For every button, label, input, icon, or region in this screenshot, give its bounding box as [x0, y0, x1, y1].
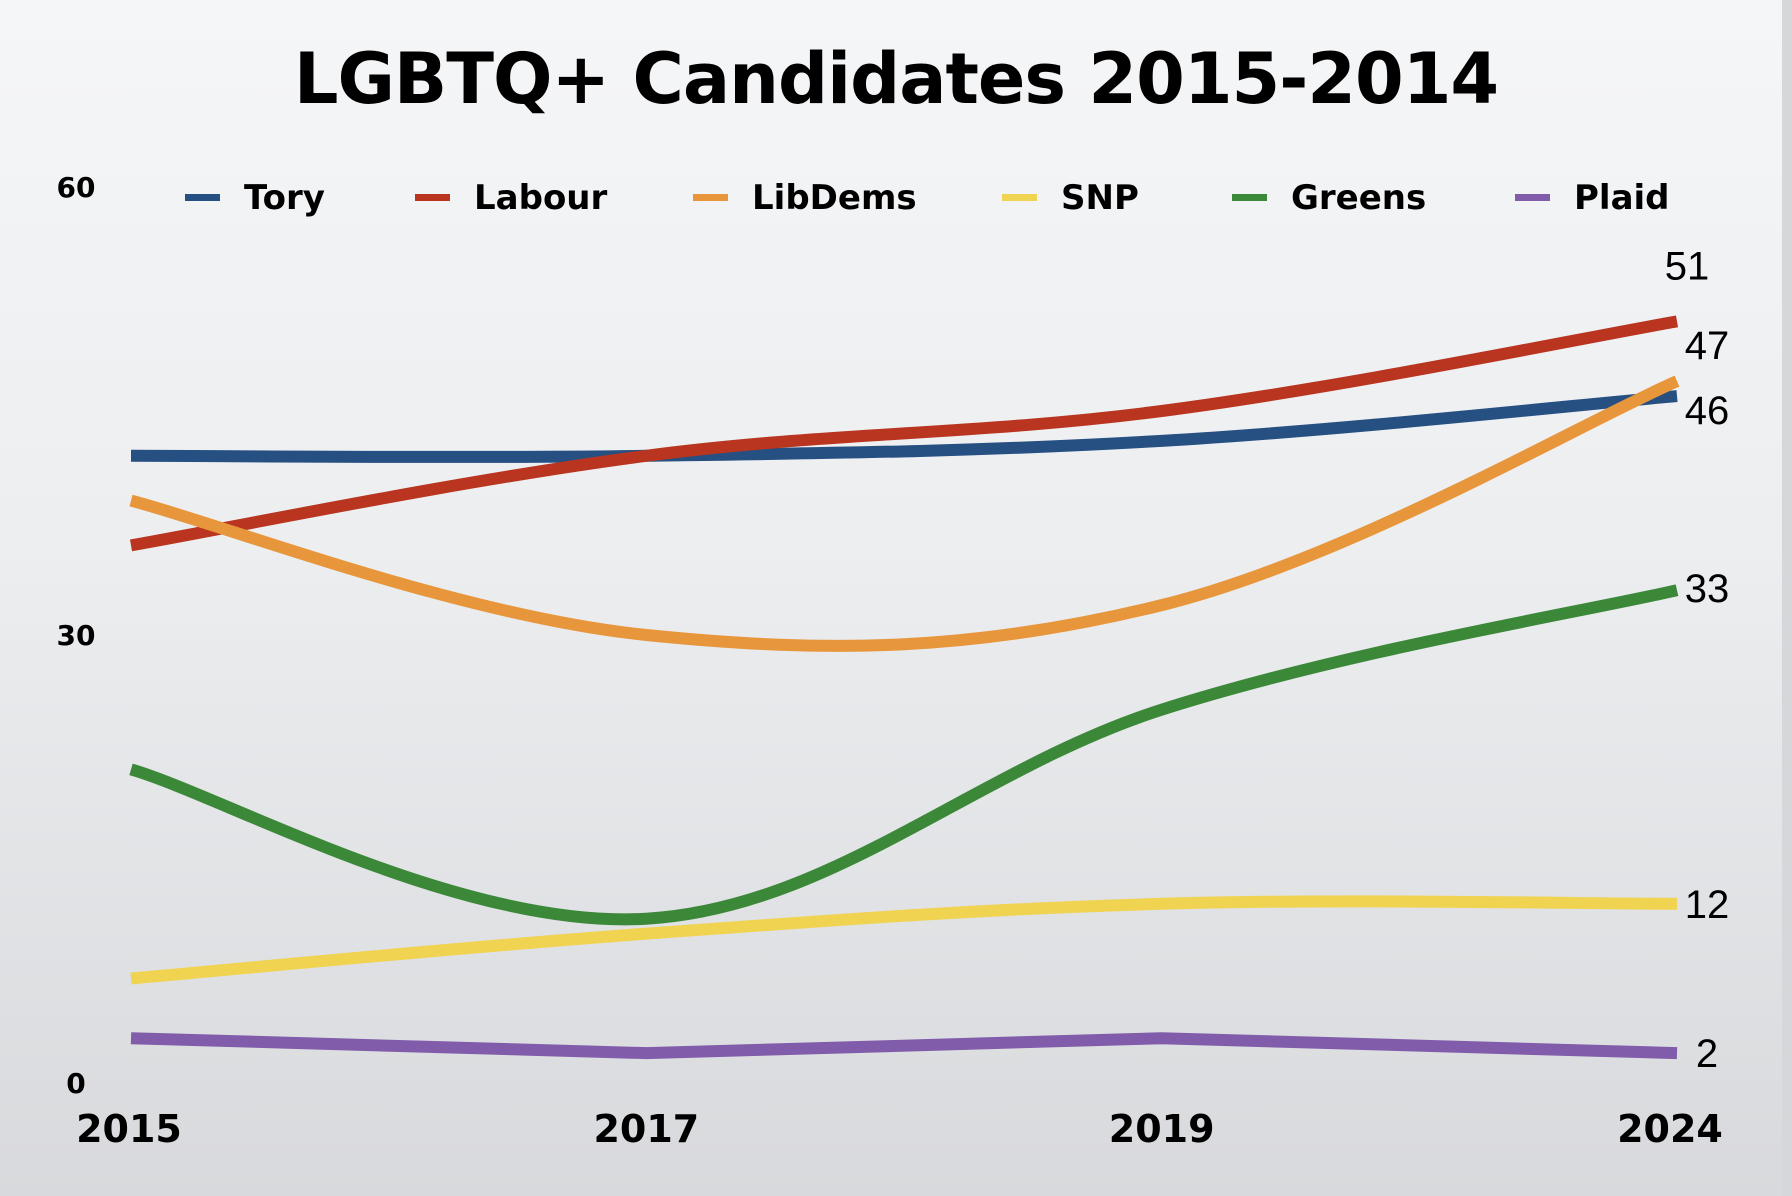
- data-label-greens: 33: [1685, 567, 1730, 611]
- x-tick-label: 2015: [76, 1107, 182, 1151]
- legend-swatch: [1515, 194, 1550, 201]
- legend-swatch: [185, 194, 220, 201]
- y-axis: 0 30 60: [57, 171, 96, 1100]
- y-tick-label: 60: [57, 171, 96, 204]
- series-lines: [129, 315, 1680, 1060]
- series-line-tory: [130, 390, 1678, 463]
- series-line-snp: [130, 895, 1678, 985]
- x-tick-label: 2017: [593, 1107, 699, 1151]
- x-tick-label: 2024: [1617, 1107, 1723, 1151]
- edge-strip: [1782, 0, 1792, 1196]
- legend-label: SNP: [1061, 178, 1139, 218]
- data-label-libdems: 47: [1685, 324, 1730, 368]
- legend-item-tory: Tory: [185, 178, 325, 218]
- y-tick-label: 30: [57, 619, 96, 652]
- x-tick-label: 2019: [1109, 1107, 1215, 1151]
- legend: Tory Labour LibDems SNP Greens Plaid: [185, 178, 1670, 218]
- end-labels: 46 51 47 12 33 2: [1665, 244, 1730, 1076]
- x-axis: 2015 2017 2019 2024: [76, 1107, 1723, 1151]
- y-tick-label: 0: [66, 1067, 85, 1100]
- series-line-labour: [129, 315, 1679, 552]
- legend-item-plaid: Plaid: [1515, 178, 1670, 218]
- series-line-libdems: [129, 375, 1680, 652]
- legend-swatch: [1002, 194, 1037, 201]
- legend-item-greens: Greens: [1232, 178, 1426, 218]
- legend-label: Greens: [1291, 178, 1426, 218]
- legend-swatch: [693, 194, 728, 201]
- legend-label: Tory: [244, 178, 325, 218]
- data-label-labour: 51: [1665, 244, 1710, 288]
- data-label-tory: 46: [1685, 389, 1730, 433]
- data-label-plaid: 2: [1696, 1032, 1718, 1076]
- legend-label: Plaid: [1574, 178, 1670, 218]
- legend-swatch: [1232, 194, 1267, 201]
- series-line-greens: [129, 584, 1679, 926]
- legend-swatch: [415, 194, 450, 201]
- legend-item-snp: SNP: [1002, 178, 1139, 218]
- chart-title: LGBTQ+ Candidates 2015-2014: [293, 38, 1499, 120]
- legend-label: LibDems: [752, 178, 917, 218]
- legend-item-labour: Labour: [415, 178, 608, 218]
- data-label-snp: 12: [1685, 883, 1730, 927]
- legend-item-libdems: LibDems: [693, 178, 917, 218]
- legend-label: Labour: [474, 178, 608, 218]
- series-line-plaid: [130, 1032, 1678, 1060]
